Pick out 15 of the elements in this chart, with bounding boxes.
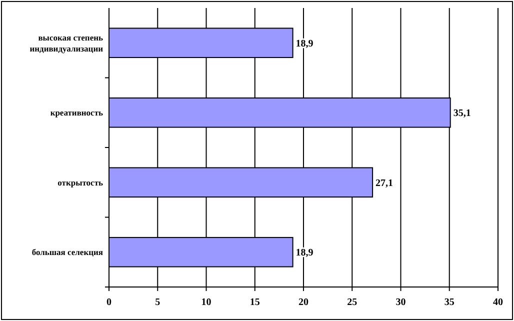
y-tick-label: высокая степень индивидуализации	[30, 32, 104, 54]
y-tick-label: открытость	[58, 177, 104, 188]
x-tick-label: 10	[201, 297, 212, 308]
x-tick-label: 5	[155, 297, 160, 308]
x-tick-label: 35	[444, 297, 454, 308]
x-tick-label: 15	[250, 297, 260, 308]
x-tick-label: 20	[298, 297, 308, 308]
x-tick-label: 40	[493, 297, 503, 308]
x-tick-label: 25	[347, 297, 358, 308]
y-tick-label: креативность	[50, 108, 104, 118]
data-label: 27,1	[376, 178, 394, 189]
data-label: 35,1	[453, 108, 471, 120]
x-tick-label: 0	[106, 297, 112, 308]
x-tick-label: 30	[396, 297, 406, 308]
y-tick-label: большая селекция	[32, 247, 104, 258]
